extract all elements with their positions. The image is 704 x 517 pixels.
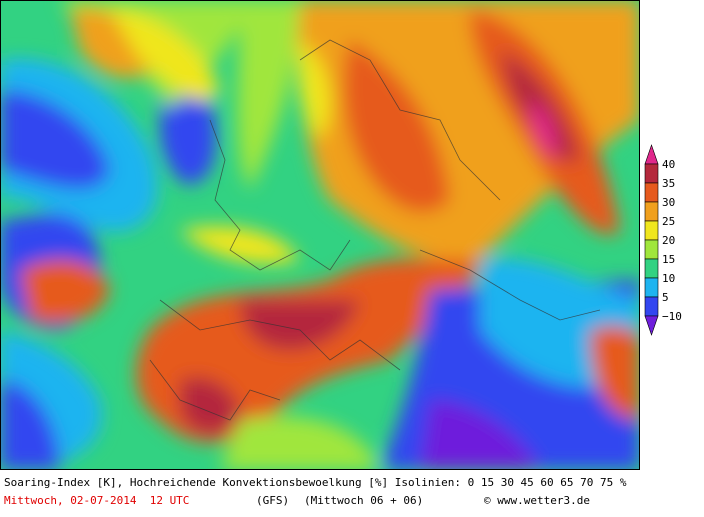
- colorbar-label: 15: [662, 253, 675, 266]
- weather-map: [0, 0, 640, 470]
- colorbar-label: −10: [662, 310, 682, 323]
- colorbar-label: 5: [662, 291, 669, 304]
- footer-date: Mittwoch, 02-07-2014 12 UTC: [4, 494, 190, 507]
- footer-title: Soaring-Index [K], Hochreichende Konvekt…: [4, 476, 627, 489]
- colorbar: 40 35 30 25 20 15 10 5 −10: [644, 144, 682, 336]
- footer-credit: © www.wetter3.de: [484, 494, 590, 507]
- colorbar-segment: [644, 258, 659, 279]
- colorbar-segment: [644, 239, 659, 260]
- colorbar-segment: [644, 296, 659, 317]
- colorbar-label: 30: [662, 196, 675, 209]
- colorbar-segment: [644, 163, 659, 184]
- colorbar-segment: [644, 220, 659, 241]
- footer-run: (Mittwoch 06 + 06): [304, 494, 424, 507]
- colorbar-segment: [644, 277, 659, 298]
- colorbar-label: 10: [662, 272, 675, 285]
- footer-model: (GFS): [256, 494, 290, 507]
- colorbar-label: 25: [662, 215, 675, 228]
- colorbar-label: 20: [662, 234, 675, 247]
- colorbar-segment: [644, 182, 659, 203]
- colorbar-segment: [644, 201, 659, 222]
- colorbar-label: 35: [662, 177, 675, 190]
- colorbar-top: [644, 144, 659, 165]
- colorbar-bottom: [644, 315, 659, 336]
- map-frame: [0, 0, 640, 470]
- colorbar-label: 40: [662, 158, 675, 171]
